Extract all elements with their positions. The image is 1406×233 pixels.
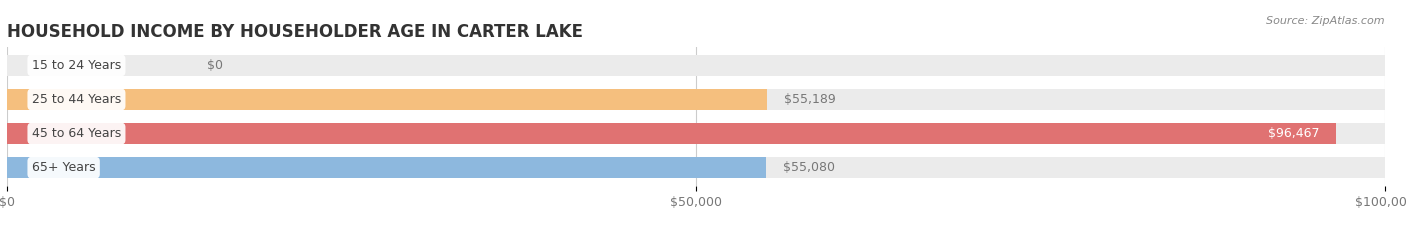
Bar	[7, 55, 1385, 76]
Text: $55,080: $55,080	[783, 161, 835, 174]
Text: 65+ Years: 65+ Years	[32, 161, 96, 174]
Bar	[7, 157, 1385, 178]
Bar	[7, 123, 1385, 144]
Text: 25 to 44 Years: 25 to 44 Years	[32, 93, 121, 106]
Text: HOUSEHOLD INCOME BY HOUSEHOLDER AGE IN CARTER LAKE: HOUSEHOLD INCOME BY HOUSEHOLDER AGE IN C…	[7, 23, 583, 41]
Text: $96,467: $96,467	[1268, 127, 1320, 140]
Text: 45 to 64 Years: 45 to 64 Years	[32, 127, 121, 140]
Text: $55,189: $55,189	[785, 93, 835, 106]
Bar	[7, 123, 1336, 144]
Bar	[7, 157, 766, 178]
Text: $0: $0	[207, 59, 222, 72]
Bar	[7, 89, 1385, 110]
Text: 15 to 24 Years: 15 to 24 Years	[32, 59, 121, 72]
Bar	[7, 89, 768, 110]
Text: Source: ZipAtlas.com: Source: ZipAtlas.com	[1267, 16, 1385, 26]
